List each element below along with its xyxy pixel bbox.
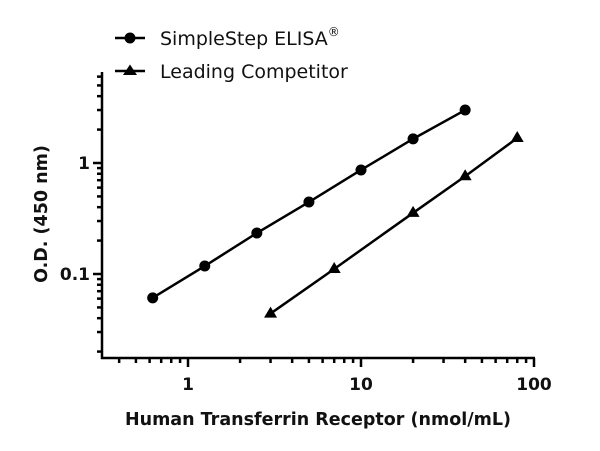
circle-marker-icon <box>303 196 315 208</box>
x-tick-label-1: 1 <box>182 375 194 395</box>
circle-marker-icon <box>459 104 471 116</box>
circle-marker-icon <box>355 164 367 176</box>
circle-marker-icon <box>199 260 211 272</box>
circle-marker-icon <box>251 227 263 239</box>
y-axis-title: O.D. (450 nm) <box>32 145 52 283</box>
axes <box>93 72 536 367</box>
x-tick-label-10: 10 <box>349 375 373 395</box>
y-tick-label-1: 1 <box>78 154 90 174</box>
legend-label-competitor: Leading Competitor <box>160 61 348 83</box>
triangle-marker-icon <box>327 261 341 273</box>
triangle-marker-icon <box>406 205 420 217</box>
series-competitor <box>264 130 524 318</box>
y-tick-labels: 1 0.1 <box>60 154 90 285</box>
triangle-marker-icon <box>264 306 278 318</box>
series-line <box>269 136 518 315</box>
legend: SimpleStep ELISA® Leading Competitor <box>115 25 348 83</box>
y-axis-ticks <box>93 75 102 353</box>
circle-marker-icon <box>124 32 136 44</box>
series-simplestep <box>147 104 471 304</box>
triangle-marker-icon <box>458 169 472 181</box>
legend-item-competitor: Leading Competitor <box>115 61 348 83</box>
y-tick-label-0.1: 0.1 <box>60 265 90 285</box>
triangle-marker-icon <box>123 64 137 75</box>
circle-marker-icon <box>407 133 419 145</box>
x-axis-ticks <box>117 358 536 367</box>
circle-marker-icon <box>147 292 159 304</box>
x-axis-title: Human Transferrin Receptor (nmol/mL) <box>125 410 511 430</box>
x-tick-label-100: 100 <box>516 375 552 395</box>
x-tick-labels: 1 10 100 <box>182 375 552 395</box>
plot-area <box>147 104 524 318</box>
legend-label-simplestep: SimpleStep ELISA® <box>160 25 340 50</box>
legend-item-simplestep: SimpleStep ELISA® <box>115 25 340 50</box>
triangle-marker-icon <box>510 130 524 142</box>
